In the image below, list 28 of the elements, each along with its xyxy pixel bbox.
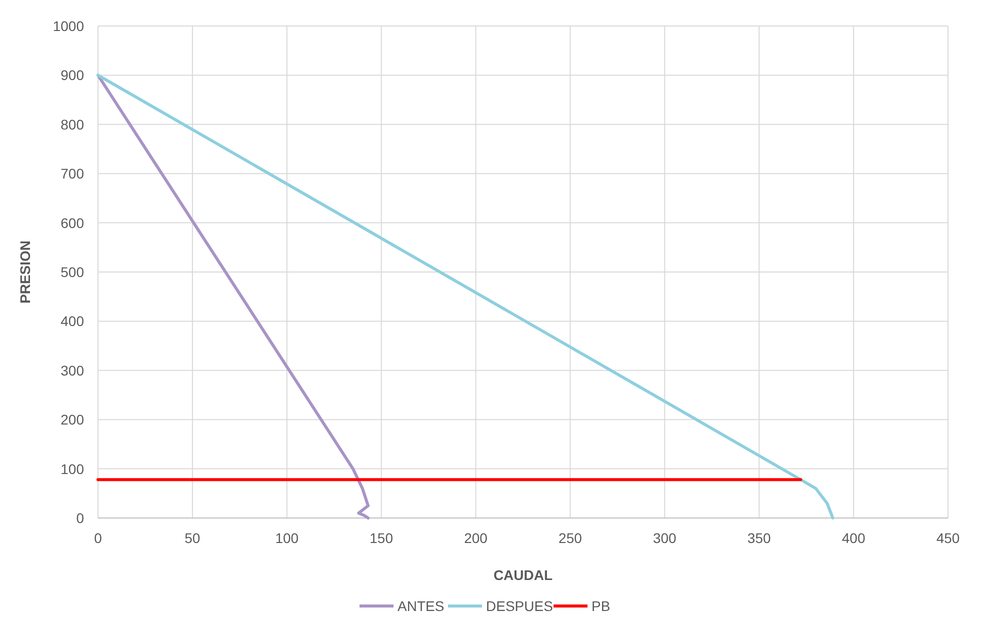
y-tick-label: 0 <box>76 510 84 526</box>
y-tick-label: 300 <box>60 362 84 378</box>
x-tick-label: 100 <box>275 530 299 546</box>
y-tick-label: 1000 <box>52 18 84 34</box>
y-tick-label: 900 <box>60 67 84 84</box>
line-series <box>96 74 834 520</box>
x-tick-label: 450 <box>936 530 960 546</box>
x-tick-label: 400 <box>842 530 866 546</box>
x-tick-label: 50 <box>184 530 200 546</box>
x-tick-label: 0 <box>94 530 102 546</box>
y-tick-label: 400 <box>60 313 84 330</box>
y-tick-label: 800 <box>60 116 84 132</box>
legend-label: DESPUES <box>486 598 553 614</box>
x-tick-label: 250 <box>558 530 582 546</box>
y-tick-label: 100 <box>60 460 84 477</box>
x-axis-title: CAUDAL <box>493 567 553 583</box>
x-tick-label: 150 <box>370 530 394 546</box>
y-tick-label: 200 <box>60 412 84 428</box>
y-tick-label: 600 <box>60 214 84 231</box>
y-axis-title: PRESION <box>17 240 33 304</box>
y-tick-label: 500 <box>60 264 84 280</box>
y-tick-label: 700 <box>60 166 84 182</box>
legend-label: PB <box>592 598 610 614</box>
legend-label: ANTES <box>398 598 444 614</box>
x-tick-label: 350 <box>747 530 772 546</box>
line-series <box>96 74 370 520</box>
x-tick-label: 200 <box>464 530 488 546</box>
x-tick-label: 300 <box>652 530 677 546</box>
